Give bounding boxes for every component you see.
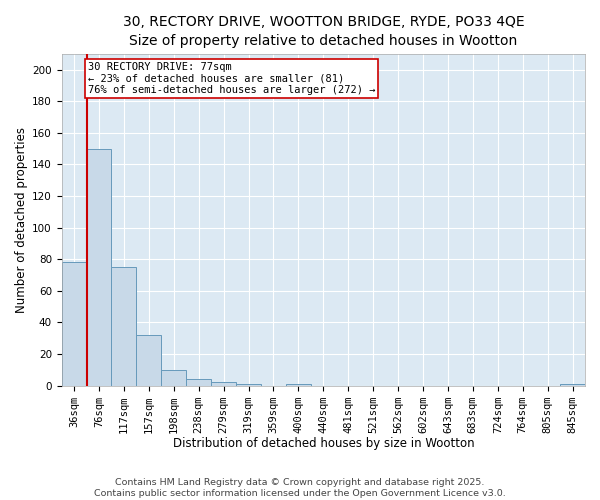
Bar (86, 148, 112, 386)
Text: 30 RECTORY DRIVE: 77sqm
← 23% of detached houses are smaller (81)
76% of semi-de: 30 RECTORY DRIVE: 77sqm ← 23% of detache… (88, 62, 376, 95)
Bar (161, 370, 186, 386)
Bar (186, 380, 211, 386)
X-axis label: Distribution of detached houses by size in Wootton: Distribution of detached houses by size … (173, 437, 474, 450)
Y-axis label: Number of detached properties: Number of detached properties (15, 126, 28, 312)
Bar (560, 384, 585, 386)
Bar (211, 382, 236, 386)
Text: Contains HM Land Registry data © Crown copyright and database right 2025.
Contai: Contains HM Land Registry data © Crown c… (94, 478, 506, 498)
Bar (112, 267, 136, 386)
Bar (286, 384, 311, 386)
Title: 30, RECTORY DRIVE, WOOTTON BRIDGE, RYDE, PO33 4QE
Size of property relative to d: 30, RECTORY DRIVE, WOOTTON BRIDGE, RYDE,… (122, 15, 524, 48)
Bar (236, 384, 261, 386)
Bar (136, 335, 161, 386)
Bar (62, 262, 86, 386)
